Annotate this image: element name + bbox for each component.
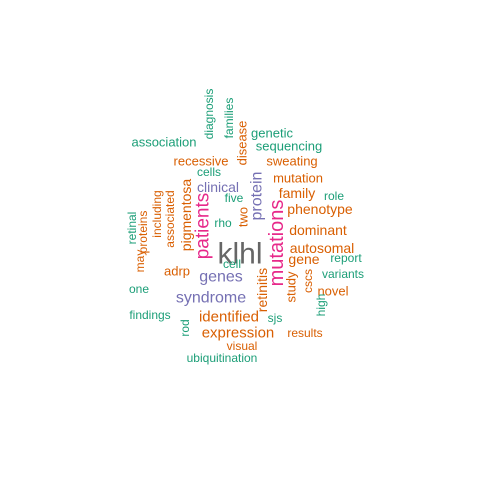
word-phenotype: phenotype (287, 201, 353, 217)
word-mutations: mutations (266, 200, 288, 287)
word-protein: protein (249, 172, 266, 221)
word-report: report (330, 251, 362, 265)
word-five: five (225, 191, 244, 205)
word-association: association (131, 135, 196, 150)
word-high: high (314, 294, 328, 317)
word-findings: findings (129, 308, 170, 322)
word-retinitis: retinitis (254, 268, 270, 312)
word-disease: disease (235, 121, 250, 166)
word-sequencing: sequencing (256, 139, 323, 154)
word-rod: rod (178, 319, 192, 336)
word-including: including (150, 190, 164, 237)
word-families: families (222, 98, 236, 139)
word-sweating: sweating (266, 154, 317, 169)
word-retinal: retinal (125, 212, 139, 245)
word-mutation: mutation (273, 171, 323, 186)
word-autosomal: autosomal (290, 240, 355, 256)
word-cscs: cscs (301, 269, 315, 293)
word-associated: associated (163, 190, 177, 247)
word-role: role (324, 189, 344, 203)
word-recessive: recessive (174, 154, 229, 169)
word-rho: rho (214, 216, 232, 230)
word-cells: cells (197, 165, 221, 179)
word-proteins: proteins (136, 211, 150, 254)
word-novel: novel (317, 284, 348, 299)
word-diagnosis: diagnosis (202, 89, 216, 140)
word-ubiquitination: ubiquitination (187, 351, 258, 365)
word-visual: visual (227, 339, 258, 353)
word-genes: genes (199, 269, 243, 286)
word-genetic: genetic (251, 126, 293, 141)
word-two: two (236, 207, 251, 227)
word-klhl: klhl (217, 238, 262, 271)
word-pigmentosa: pigmentosa (178, 179, 194, 252)
word-results: results (287, 326, 322, 340)
word-identified: identified (199, 309, 259, 326)
word-gene: gene (288, 251, 319, 267)
word-study: study (284, 271, 299, 303)
word-dominant: dominant (289, 222, 347, 238)
word-clinical: clinical (197, 179, 239, 195)
word-family: family (279, 185, 316, 201)
word-sjs: sjs (268, 311, 283, 325)
word-cell: cell (223, 257, 241, 271)
word-patients: patients (193, 193, 214, 260)
word-adrp: adrp (164, 264, 190, 279)
word-may: may (133, 250, 147, 273)
word-expression: expression (202, 325, 275, 342)
word-one: one (129, 282, 149, 296)
word-variants: variants (322, 267, 364, 281)
word-syndrome: syndrome (176, 290, 246, 307)
